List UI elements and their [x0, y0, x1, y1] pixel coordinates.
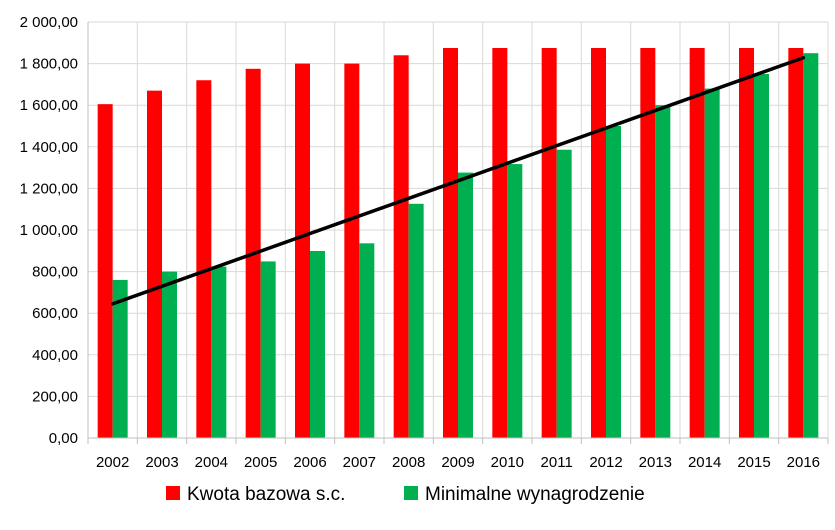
trendline-layer: [110, 56, 806, 306]
bar-series-1-2005: [260, 261, 276, 438]
y-tick-label: 1 600,00: [20, 97, 78, 114]
bar-series-0-2007: [344, 63, 360, 438]
x-tick-label: 2006: [293, 454, 326, 471]
x-tick-label: 2011: [541, 454, 573, 471]
y-tick-label: 800,00: [32, 264, 78, 281]
bar-series-0-2003: [147, 90, 162, 438]
x-tick-label: 2012: [589, 454, 622, 471]
x-tick-label: 2014: [688, 454, 721, 471]
axes: [87, 22, 829, 444]
bar-series-0-2012: [591, 48, 606, 438]
bar-series-1-2002: [112, 279, 128, 438]
bar-series-1-2009: [458, 172, 473, 439]
legend-label-1: Minimalne wynagrodzenie: [425, 484, 645, 505]
x-tick-label: 2009: [441, 454, 474, 471]
bar-series-0-2004: [196, 80, 212, 439]
x-tick-label: 2013: [639, 454, 672, 471]
y-tick-label: 1 800,00: [20, 56, 78, 73]
y-tick-label: 2 000,00: [20, 14, 78, 31]
x-tick-label: 2015: [737, 454, 770, 471]
bar-series-0-2016: [788, 48, 804, 438]
bar-series-1-2015: [754, 74, 769, 438]
y-tick-label: 1 400,00: [20, 139, 78, 156]
trendline: [110, 56, 806, 306]
bar-series-1-2013: [655, 105, 671, 438]
bar-series-1-2010: [507, 164, 523, 438]
x-axis-tick-labels: 2002 2003 2004 2005 2006 2007 2008 2009 2010 2011…: [96, 454, 820, 471]
bar-series-0-2002: [97, 104, 113, 438]
legend-swatch-0: [166, 486, 180, 500]
legend-swatch-1: [404, 486, 418, 500]
x-tick-label: 2016: [787, 454, 820, 471]
y-tick-label: 400,00: [32, 347, 78, 364]
bar-series-0-2009: [443, 48, 458, 438]
y-axis-tick-labels: 0,00 200,00 400,00 600,00 800,00 1 000,00 1 20…: [20, 14, 78, 447]
bar-series-0-2011: [541, 48, 557, 438]
bar-series-0-2015: [739, 48, 754, 438]
y-tick-label: 1 000,00: [20, 222, 78, 239]
bar-series-0-2008: [393, 55, 409, 438]
bar-series-1-2012: [606, 126, 621, 438]
x-tick-label: 2003: [145, 454, 178, 471]
y-tick-label: 1 200,00: [20, 180, 78, 197]
y-tick-label: 200,00: [32, 388, 78, 405]
x-tick-label: 2008: [392, 454, 425, 471]
bars: [97, 48, 819, 439]
bar-series-0-2013: [640, 48, 656, 438]
bar-series-0-2010: [492, 48, 508, 438]
bar-series-1-2016: [803, 53, 819, 438]
legend: Kwota bazowa s.c. Minimalne wynagrodzenie: [166, 484, 645, 505]
bar-series-1-2006: [310, 251, 325, 438]
bar-series-1-2003: [162, 271, 177, 438]
bar-series-1-2004: [211, 266, 227, 438]
x-tick-label: 2002: [96, 454, 129, 471]
x-tick-label: 2005: [244, 454, 277, 471]
bar-series-1-2008: [408, 203, 424, 438]
y-tick-label: 0,00: [49, 430, 78, 447]
y-tick-label: 600,00: [32, 305, 78, 322]
bar-series-0-2006: [295, 63, 310, 438]
x-tick-label: 2004: [195, 454, 228, 471]
bar-series-1-2011: [556, 149, 572, 438]
x-tick-label: 2007: [343, 454, 376, 471]
bar-series-1-2007: [359, 243, 375, 438]
bar-series-1-2014: [704, 88, 720, 438]
legend-label-0: Kwota bazowa s.c.: [187, 484, 345, 505]
bar-series-0-2014: [689, 48, 705, 438]
x-tick-label: 2010: [491, 454, 524, 471]
